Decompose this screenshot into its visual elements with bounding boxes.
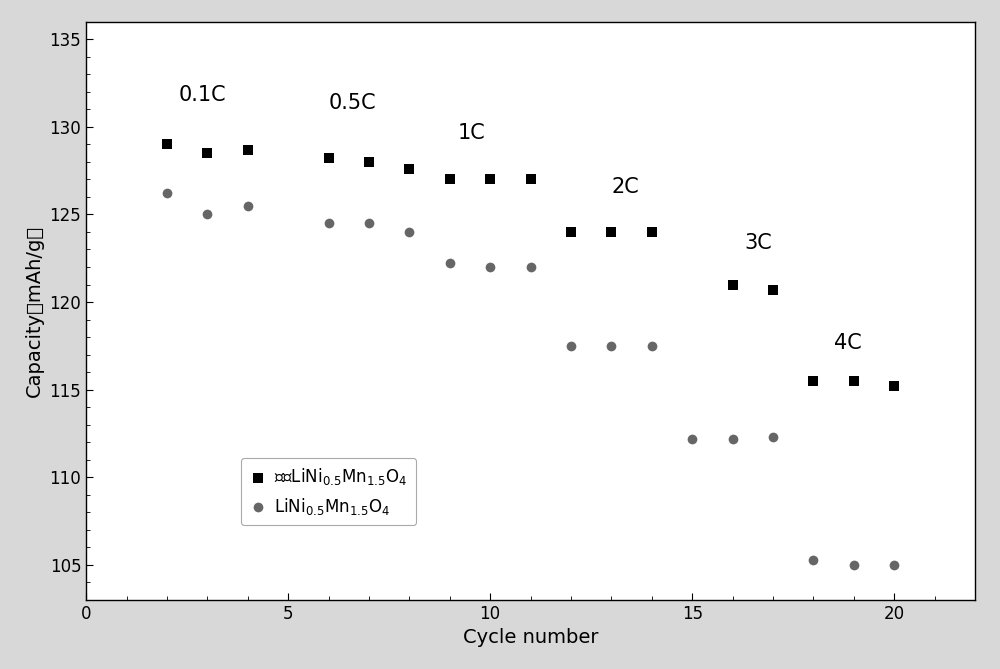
- X-axis label: Cycle number: Cycle number: [463, 628, 598, 648]
- 改性LiNi$_{0.5}$Mn$_{1.5}$O$_4$: [886, 381, 902, 391]
- 改性LiNi$_{0.5}$Mn$_{1.5}$O$_4$: [159, 139, 175, 150]
- LiNi$_{0.5}$Mn$_{1.5}$O$_4$: [240, 200, 256, 211]
- 改性LiNi$_{0.5}$Mn$_{1.5}$O$_4$: [361, 157, 377, 167]
- LiNi$_{0.5}$Mn$_{1.5}$O$_4$: [765, 432, 781, 442]
- LiNi$_{0.5}$Mn$_{1.5}$O$_4$: [725, 434, 741, 444]
- LiNi$_{0.5}$Mn$_{1.5}$O$_4$: [361, 218, 377, 229]
- Text: 1C: 1C: [458, 123, 486, 143]
- 改性LiNi$_{0.5}$Mn$_{1.5}$O$_4$: [765, 284, 781, 295]
- LiNi$_{0.5}$Mn$_{1.5}$O$_4$: [846, 559, 862, 570]
- 改性LiNi$_{0.5}$Mn$_{1.5}$O$_4$: [805, 375, 821, 386]
- LiNi$_{0.5}$Mn$_{1.5}$O$_4$: [684, 434, 700, 444]
- 改性LiNi$_{0.5}$Mn$_{1.5}$O$_4$: [725, 279, 741, 290]
- 改性LiNi$_{0.5}$Mn$_{1.5}$O$_4$: [523, 174, 539, 185]
- LiNi$_{0.5}$Mn$_{1.5}$O$_4$: [442, 258, 458, 269]
- 改性LiNi$_{0.5}$Mn$_{1.5}$O$_4$: [401, 163, 417, 174]
- LiNi$_{0.5}$Mn$_{1.5}$O$_4$: [482, 262, 498, 272]
- LiNi$_{0.5}$Mn$_{1.5}$O$_4$: [199, 209, 215, 220]
- 改性LiNi$_{0.5}$Mn$_{1.5}$O$_4$: [240, 145, 256, 155]
- LiNi$_{0.5}$Mn$_{1.5}$O$_4$: [886, 559, 902, 570]
- LiNi$_{0.5}$Mn$_{1.5}$O$_4$: [523, 262, 539, 272]
- 改性LiNi$_{0.5}$Mn$_{1.5}$O$_4$: [321, 153, 337, 164]
- 改性LiNi$_{0.5}$Mn$_{1.5}$O$_4$: [846, 375, 862, 386]
- Text: 3C: 3C: [745, 233, 772, 254]
- Legend: 改性LiNi$_{0.5}$Mn$_{1.5}$O$_4$, LiNi$_{0.5}$Mn$_{1.5}$O$_4$: 改性LiNi$_{0.5}$Mn$_{1.5}$O$_4$, LiNi$_{0.…: [241, 458, 416, 525]
- Text: 2C: 2C: [611, 177, 639, 197]
- 改性LiNi$_{0.5}$Mn$_{1.5}$O$_4$: [482, 174, 498, 185]
- 改性LiNi$_{0.5}$Mn$_{1.5}$O$_4$: [199, 148, 215, 159]
- LiNi$_{0.5}$Mn$_{1.5}$O$_4$: [401, 227, 417, 237]
- Y-axis label: Capacity（mAh/g）: Capacity（mAh/g）: [25, 225, 44, 397]
- 改性LiNi$_{0.5}$Mn$_{1.5}$O$_4$: [442, 174, 458, 185]
- LiNi$_{0.5}$Mn$_{1.5}$O$_4$: [603, 341, 619, 351]
- Text: 4C: 4C: [834, 333, 861, 353]
- Text: 0.1C: 0.1C: [179, 84, 227, 104]
- Text: 0.5C: 0.5C: [329, 93, 376, 113]
- LiNi$_{0.5}$Mn$_{1.5}$O$_4$: [563, 341, 579, 351]
- 改性LiNi$_{0.5}$Mn$_{1.5}$O$_4$: [603, 227, 619, 237]
- LiNi$_{0.5}$Mn$_{1.5}$O$_4$: [321, 218, 337, 229]
- LiNi$_{0.5}$Mn$_{1.5}$O$_4$: [805, 554, 821, 565]
- 改性LiNi$_{0.5}$Mn$_{1.5}$O$_4$: [644, 227, 660, 237]
- LiNi$_{0.5}$Mn$_{1.5}$O$_4$: [159, 188, 175, 199]
- 改性LiNi$_{0.5}$Mn$_{1.5}$O$_4$: [563, 227, 579, 237]
- LiNi$_{0.5}$Mn$_{1.5}$O$_4$: [644, 341, 660, 351]
